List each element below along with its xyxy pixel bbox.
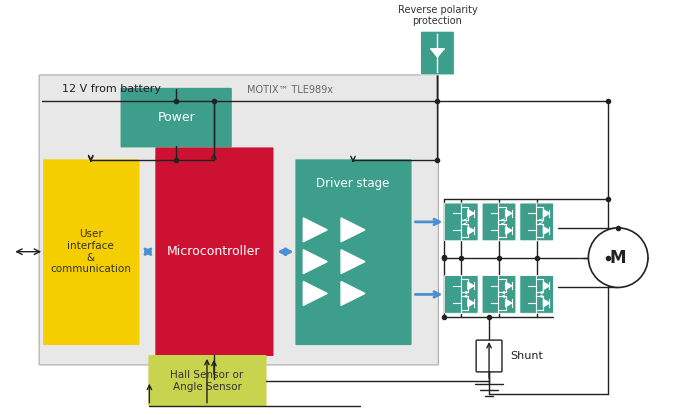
FancyBboxPatch shape — [482, 203, 516, 241]
FancyBboxPatch shape — [43, 159, 139, 345]
Polygon shape — [543, 282, 550, 289]
Polygon shape — [468, 299, 474, 307]
Text: Microcontroller: Microcontroller — [167, 245, 260, 258]
Polygon shape — [543, 227, 550, 234]
Text: Shunt: Shunt — [510, 351, 543, 361]
Polygon shape — [303, 218, 327, 242]
FancyBboxPatch shape — [421, 31, 454, 75]
Polygon shape — [505, 210, 512, 217]
Polygon shape — [543, 210, 550, 217]
Polygon shape — [341, 218, 365, 242]
FancyBboxPatch shape — [148, 355, 267, 407]
FancyBboxPatch shape — [482, 276, 516, 313]
FancyBboxPatch shape — [155, 147, 274, 356]
Polygon shape — [431, 49, 444, 57]
Text: Driver stage: Driver stage — [316, 177, 390, 190]
Polygon shape — [341, 250, 365, 273]
Polygon shape — [468, 227, 474, 234]
FancyBboxPatch shape — [520, 276, 554, 313]
Text: User
interface
&
communication: User interface & communication — [50, 229, 131, 274]
FancyBboxPatch shape — [444, 203, 478, 241]
FancyBboxPatch shape — [444, 276, 478, 313]
Text: M: M — [610, 249, 627, 267]
Text: 12 V from battery: 12 V from battery — [62, 84, 161, 94]
Text: Power: Power — [158, 111, 195, 124]
Polygon shape — [341, 281, 365, 305]
Text: Hall Sensor or
Angle Sensor: Hall Sensor or Angle Sensor — [170, 370, 244, 392]
FancyBboxPatch shape — [520, 203, 554, 241]
Polygon shape — [543, 299, 550, 307]
Polygon shape — [468, 210, 474, 217]
Polygon shape — [303, 250, 327, 273]
FancyBboxPatch shape — [476, 340, 502, 372]
FancyBboxPatch shape — [120, 88, 232, 147]
Circle shape — [589, 228, 648, 288]
Polygon shape — [505, 227, 512, 234]
FancyBboxPatch shape — [295, 159, 412, 345]
Polygon shape — [303, 281, 327, 305]
Text: MOTIX™ TLE989x: MOTIX™ TLE989x — [247, 85, 333, 95]
Text: Reverse polarity
protection: Reverse polarity protection — [398, 5, 477, 26]
Polygon shape — [468, 282, 474, 289]
Polygon shape — [505, 299, 512, 307]
FancyBboxPatch shape — [39, 75, 438, 365]
Polygon shape — [505, 282, 512, 289]
